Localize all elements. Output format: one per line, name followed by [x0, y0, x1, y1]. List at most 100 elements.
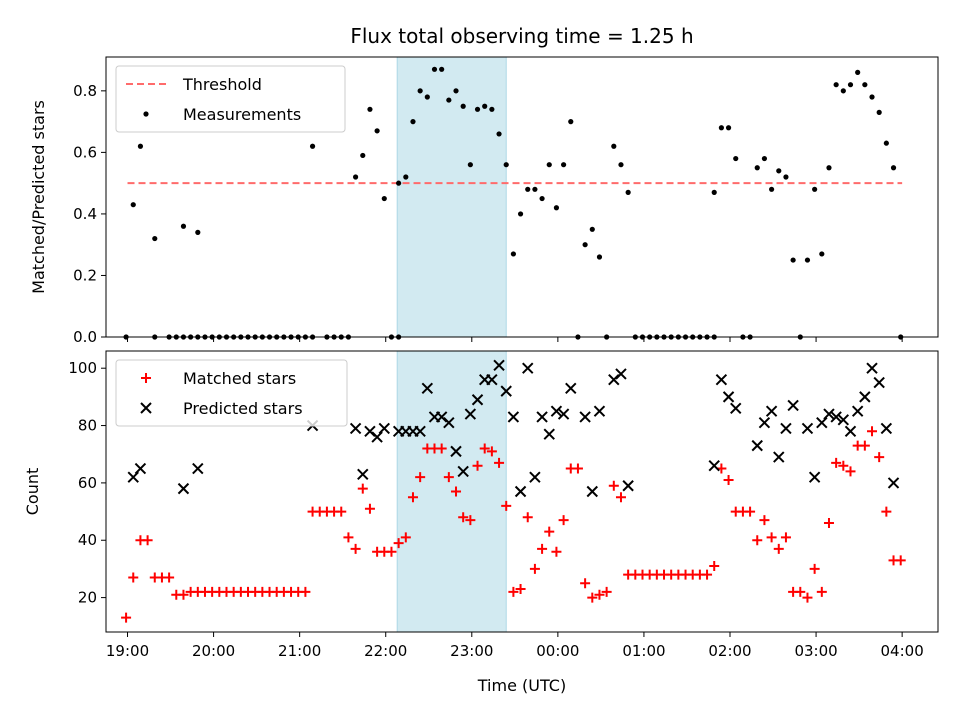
predicted-marker	[364, 425, 376, 437]
matched-marker	[845, 466, 856, 477]
predicted-marker	[715, 373, 728, 386]
data-point	[733, 155, 739, 162]
data-point	[424, 94, 430, 100]
data-point	[453, 88, 459, 94]
predicted-marker	[758, 416, 771, 429]
data-point	[517, 211, 524, 217]
data-point	[582, 242, 588, 248]
data-point	[431, 66, 438, 72]
predicted-marker	[816, 416, 828, 429]
matched-marker	[451, 486, 462, 497]
x-tick-label: 19:00	[106, 642, 149, 660]
matched-marker	[300, 586, 311, 597]
data-point	[761, 155, 768, 162]
matched-marker	[558, 515, 569, 526]
matched-marker	[608, 480, 619, 491]
series-measurements	[123, 66, 904, 340]
matched-marker	[867, 426, 878, 437]
matched-marker	[400, 532, 411, 543]
data-point	[532, 186, 538, 192]
data-point	[589, 226, 595, 232]
data-point	[374, 128, 380, 134]
data-point	[596, 254, 603, 260]
predicted-marker	[378, 422, 390, 435]
predicted-marker	[471, 394, 484, 406]
predicted-marker	[536, 411, 548, 423]
data-point	[460, 103, 466, 109]
data-point	[403, 174, 409, 180]
matched-marker	[407, 492, 418, 503]
y-tick-label: 0.6	[73, 143, 97, 161]
predicted-marker	[550, 405, 563, 417]
predicted-marker	[859, 391, 871, 403]
plot-frame	[105, 56, 939, 338]
matched-marker	[472, 460, 483, 471]
data-point	[769, 186, 775, 192]
ratio-panel: 0.0 0.2 0.4 0.6 0.8 Matched/Predicted stars Th…	[29, 56, 939, 346]
data-point	[195, 229, 201, 235]
predicted-marker	[450, 445, 462, 458]
data-point	[812, 186, 818, 192]
predicted-marker	[371, 431, 383, 443]
y-tick-label: 20	[78, 589, 97, 607]
matched-marker	[838, 460, 849, 471]
predicted-marker	[844, 425, 857, 437]
data-point	[611, 143, 617, 149]
predicted-marker	[622, 480, 634, 492]
y-tick-label: 100	[68, 359, 97, 377]
matched-marker	[895, 555, 906, 566]
plot-frame	[105, 350, 939, 633]
matched-marker	[594, 589, 605, 600]
matched-marker	[702, 569, 713, 580]
matched-marker	[795, 586, 806, 597]
predicted-marker	[192, 462, 204, 475]
matched-marker	[551, 546, 562, 557]
predicted-marker	[586, 485, 598, 498]
matched-marker	[816, 586, 827, 597]
predicted-marker	[349, 422, 362, 435]
data-point	[130, 202, 136, 208]
predicted-marker	[608, 373, 620, 386]
predicted-marker	[887, 477, 900, 489]
matched-marker	[443, 472, 454, 483]
predicted-marker	[579, 411, 591, 423]
data-point	[568, 119, 574, 125]
predicted-marker	[722, 391, 735, 403]
data-point	[496, 131, 502, 137]
predicted-marker	[457, 465, 469, 478]
data-point	[474, 106, 481, 112]
data-point	[625, 189, 631, 195]
legend-box	[115, 65, 346, 133]
y-tick-label: 40	[78, 531, 97, 549]
predicted-marker	[780, 422, 792, 435]
x-tick-label: 04:00	[881, 642, 924, 660]
data-point	[503, 162, 509, 168]
predicted-marker	[464, 408, 477, 420]
matched-marker	[436, 443, 447, 454]
data-point	[410, 119, 416, 125]
y-axis-label: Matched/Predicted stars	[29, 100, 48, 294]
data-point	[539, 195, 545, 202]
series-predicted-stars	[127, 359, 900, 498]
data-point	[833, 82, 839, 88]
predicted-marker	[866, 362, 878, 374]
legend: Matched stars Predicted stars	[115, 359, 348, 427]
data-point	[353, 174, 359, 180]
y-tick-label: 80	[78, 417, 97, 435]
predicted-marker	[557, 408, 570, 420]
matched-marker	[336, 506, 347, 517]
data-point	[180, 223, 187, 229]
matched-marker	[350, 543, 361, 554]
matched-marker	[615, 492, 626, 503]
data-point	[367, 106, 373, 112]
data-point	[754, 165, 760, 171]
data-point	[890, 165, 897, 171]
predicted-marker	[830, 411, 842, 423]
data-point	[711, 189, 717, 195]
matched-marker	[142, 535, 153, 546]
data-point	[819, 251, 825, 257]
x-tick-label: 23:00	[450, 642, 493, 660]
data-point	[618, 162, 624, 168]
legend-box	[115, 359, 348, 427]
